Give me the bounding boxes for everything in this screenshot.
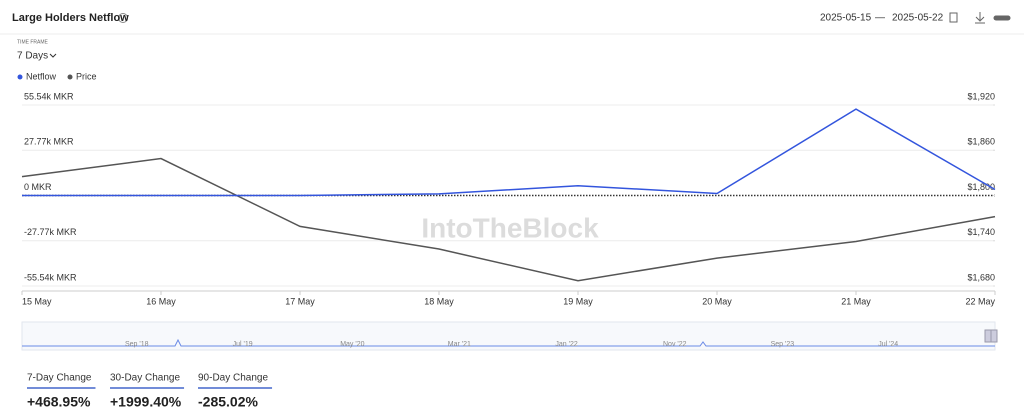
navigator-label: May '20 <box>340 341 364 348</box>
time-frame-label: TIME FRAME <box>17 39 48 45</box>
stat-value: +468.95% <box>27 394 91 410</box>
stat-label[interactable]: 7-Day Change <box>27 373 92 384</box>
y-tick-label: -55.54k MKR <box>24 272 77 282</box>
navigator-label: Jul '24 <box>878 341 898 348</box>
x-tick-label: 22 May <box>965 296 995 306</box>
y2-tick-label: $1,860 <box>967 137 995 147</box>
x-tick-label: 15 May <box>22 296 52 306</box>
download-icon[interactable] <box>975 12 985 24</box>
navigator-handle[interactable] <box>990 329 998 343</box>
y-tick-label: 55.54k MKR <box>24 91 74 101</box>
navigator-label: Mar '21 <box>448 341 471 348</box>
navigator-handle[interactable] <box>984 329 992 343</box>
x-tick-label: 19 May <box>563 296 593 306</box>
navigator-label: Jan '22 <box>555 341 577 348</box>
y-tick-label: 27.77k MKR <box>24 137 74 147</box>
y2-tick-label: $1,800 <box>967 182 995 192</box>
date-from[interactable]: 2025-05-15 <box>820 13 872 24</box>
navigator[interactable] <box>21 321 996 351</box>
date-separator: — <box>875 13 885 24</box>
y2-tick-label: $1,680 <box>967 272 995 282</box>
navigator-label: Jul '19 <box>233 341 253 348</box>
stat-label[interactable]: 90-Day Change <box>198 373 268 384</box>
navigator-label: Sep '23 <box>771 341 795 348</box>
navigator-label: Sep '18 <box>125 341 149 348</box>
date-to[interactable]: 2025-05-22 <box>892 13 944 24</box>
series-line <box>22 108 996 197</box>
stat-value: -285.02% <box>198 394 258 410</box>
series-line <box>21 157 996 282</box>
y2-tick-label: $1,740 <box>967 227 995 237</box>
y-tick-label: 0 MKR <box>24 182 52 192</box>
stat-label[interactable]: 30-Day Change <box>110 373 180 384</box>
y-tick-label: -27.77k MKR <box>24 227 77 237</box>
navigator-line <box>22 338 995 347</box>
x-tick-label: 18 May <box>424 296 454 306</box>
title: Large Holders Netflow <box>12 12 129 24</box>
chevron[interactable] <box>49 53 57 58</box>
legend-label[interactable]: Price <box>76 71 97 81</box>
x-tick-label: 20 May <box>702 296 732 306</box>
help-icon[interactable] <box>118 13 128 23</box>
x-tick-label: 17 May <box>285 296 315 306</box>
watermark: IntoTheBlock <box>421 212 599 243</box>
legend-label[interactable]: Netflow <box>26 71 57 81</box>
time-frame-value[interactable]: 7 Days <box>17 51 48 62</box>
y2-tick-label: $1,920 <box>967 91 995 101</box>
legend-marker[interactable] <box>17 74 23 80</box>
stat-value: +1999.40% <box>110 394 182 410</box>
legend-marker[interactable] <box>67 74 73 80</box>
calendar-icon[interactable] <box>949 12 958 23</box>
navigator-label: Nov '22 <box>663 341 687 348</box>
x-tick-label: 16 May <box>146 296 176 306</box>
x-tick-label: 21 May <box>841 296 871 306</box>
